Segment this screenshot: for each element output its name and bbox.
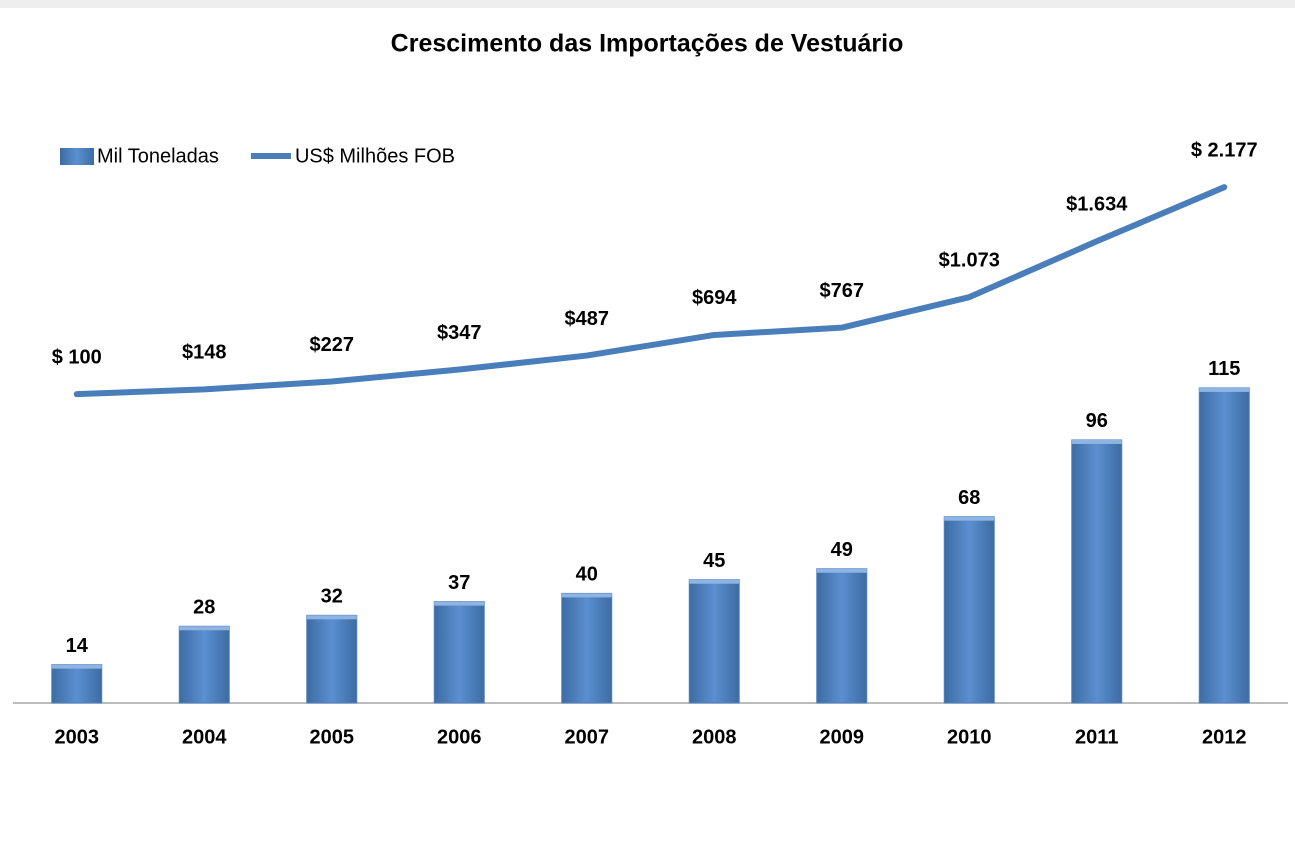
data-label: $148 [182,342,227,364]
data-label: $694 [692,287,737,309]
bar [1198,387,1250,704]
bar-cap [689,579,740,584]
bar-cap [816,568,867,573]
bar [688,579,740,704]
legend-swatch [60,148,94,165]
data-label: $767 [820,280,865,302]
x-tick-label: 2010 [947,726,992,748]
data-label: 68 [958,487,980,509]
data-label: $227 [310,334,355,356]
x-tick-label: 2006 [437,726,482,748]
data-label: $1.634 [1066,194,1128,216]
data-label: 96 [1086,410,1108,432]
bar-cap [434,601,485,606]
bar [1071,439,1123,704]
x-tick-label: 2011 [1075,726,1118,748]
x-tick-label: 2008 [692,726,737,748]
top-strip [0,0,1295,8]
data-label: 115 [1208,358,1240,380]
bar-cap [1199,387,1250,392]
x-tick-label: 2009 [820,726,865,748]
x-tick-label: 2007 [565,726,610,748]
x-tick-label: 2003 [55,726,100,748]
legend-label: US$ Milhões FOB [295,145,455,167]
data-label: 28 [193,597,215,619]
bar [561,592,613,704]
bar [433,601,485,704]
bar-cap [1071,439,1122,444]
bar [51,664,103,704]
data-label: $347 [437,322,482,344]
data-label: 37 [448,572,470,594]
line [73,184,1228,398]
data-label: 40 [576,564,598,586]
x-tick-label: 2004 [182,726,227,748]
data-label: 14 [66,635,89,657]
bar [816,568,868,704]
bar [943,516,995,704]
chart-title: Crescimento das Importações de Vestuário [391,30,904,58]
x-tick-label: 2012 [1202,726,1247,748]
bar-cap [306,615,357,620]
bar-cap [179,626,230,631]
bar-cap [561,593,612,598]
data-label: 32 [321,586,343,608]
legend-label: Mil Toneladas [97,145,219,167]
bar [178,625,230,704]
data-label: 49 [831,539,853,561]
data-label: $1.073 [939,249,1000,271]
data-label: $ 100 [52,346,102,368]
data-label: $487 [565,308,610,330]
x-tick-label: 2005 [310,726,355,748]
bar-cap [944,516,995,521]
bar-cap [51,664,102,669]
bar [306,614,358,704]
data-label: $ 2.177 [1191,139,1258,161]
data-label: 45 [703,550,725,572]
